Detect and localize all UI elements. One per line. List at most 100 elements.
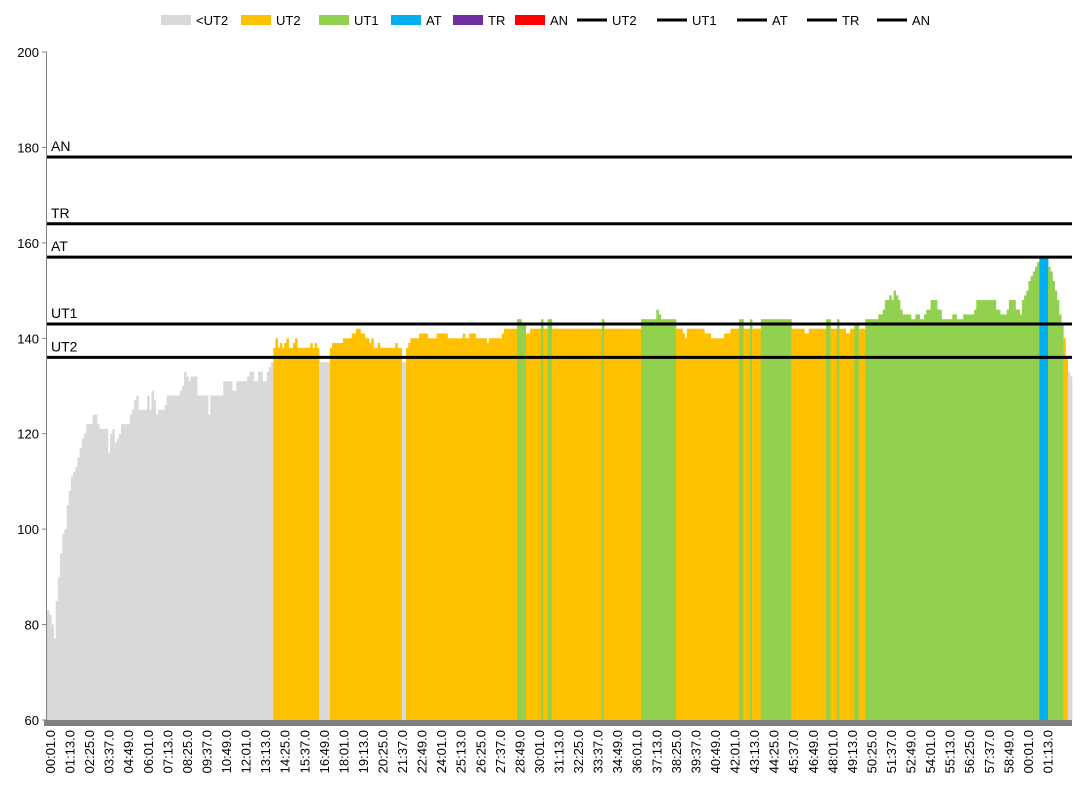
bar-342 xyxy=(791,328,794,720)
bar-331 xyxy=(767,319,770,720)
bar-465 xyxy=(1058,314,1062,720)
bar-416 xyxy=(952,314,955,720)
bar-452 xyxy=(1030,276,1034,720)
bar-184 xyxy=(447,338,450,720)
bar-420 xyxy=(961,319,964,720)
bar-403 xyxy=(924,314,927,720)
bar-107 xyxy=(279,343,283,720)
bar-325 xyxy=(754,328,757,720)
y-tick-label-160: 160 xyxy=(17,236,39,251)
bar-232 xyxy=(551,328,555,720)
bar-25 xyxy=(101,428,104,720)
bar-104 xyxy=(273,347,276,720)
bar-377 xyxy=(867,319,870,720)
bar-287 xyxy=(671,319,675,720)
bar-437 xyxy=(998,309,1001,720)
bar-366 xyxy=(843,328,847,720)
bar-214 xyxy=(512,328,516,720)
x-tick-label-35: 42:01.0 xyxy=(728,730,743,773)
bar-23 xyxy=(97,424,100,720)
bar-405 xyxy=(928,309,931,720)
bar-457 xyxy=(1041,257,1045,720)
x-tick-label-29: 34:49.0 xyxy=(610,730,625,773)
bar-72 xyxy=(203,395,207,720)
bar-129 xyxy=(327,362,331,720)
bar-259 xyxy=(610,328,614,720)
bar-200 xyxy=(482,338,485,720)
x-axis-line xyxy=(44,720,1072,726)
bar-361 xyxy=(832,328,836,720)
x-tick-label-33: 39:37.0 xyxy=(688,730,703,773)
bar-53 xyxy=(162,409,165,720)
bar-299 xyxy=(697,328,701,720)
bar-353 xyxy=(815,328,818,720)
x-tick-label-19: 22:49.0 xyxy=(415,730,430,773)
bar-229 xyxy=(545,328,548,720)
bar-250 xyxy=(591,328,594,720)
legend-swatch-0 xyxy=(161,15,191,25)
bar-30 xyxy=(112,428,115,720)
legend-label-10: AN xyxy=(912,13,930,28)
bar-225 xyxy=(536,328,540,720)
bar-9 xyxy=(66,505,70,720)
bar-34 xyxy=(120,424,124,720)
bar-315 xyxy=(732,328,736,720)
bar-11 xyxy=(70,476,74,720)
bar-159 xyxy=(393,347,396,720)
bar-296 xyxy=(691,328,694,720)
bar-17 xyxy=(84,433,87,720)
bar-65 xyxy=(188,381,191,720)
bar-145 xyxy=(362,333,366,720)
bar-109 xyxy=(284,343,287,720)
bar-135 xyxy=(340,343,344,720)
threshold-label-ut2: UT2 xyxy=(51,338,78,354)
bar-124 xyxy=(316,347,320,720)
x-tick-label-30: 36:01.0 xyxy=(630,730,645,773)
bar-187 xyxy=(453,338,457,720)
bar-64 xyxy=(186,376,189,720)
bar-142 xyxy=(356,328,359,720)
bar-424 xyxy=(969,314,973,720)
bar-355 xyxy=(819,328,823,720)
bar-121 xyxy=(310,343,313,720)
bar-400 xyxy=(917,314,921,720)
bar-15 xyxy=(79,448,83,720)
bar-284 xyxy=(665,319,668,720)
x-tick-label-49: 58:49.0 xyxy=(1001,730,1016,773)
bar-213 xyxy=(510,328,514,720)
bar-462 xyxy=(1052,281,1055,720)
bar-165 xyxy=(406,347,409,720)
bar-293 xyxy=(684,338,688,720)
bar-275 xyxy=(645,319,648,720)
bar-102 xyxy=(268,366,272,720)
bar-197 xyxy=(475,338,479,720)
bar-97 xyxy=(258,371,261,720)
bar-243 xyxy=(575,328,579,720)
bar-432 xyxy=(987,300,990,720)
bar-327 xyxy=(758,328,762,720)
bar-363 xyxy=(836,319,840,720)
bar-32 xyxy=(116,438,120,720)
legend-label-6: UT2 xyxy=(612,13,637,28)
bar-278 xyxy=(651,319,655,720)
x-tick-label-1: 01:13.0 xyxy=(63,730,78,773)
bar-233 xyxy=(554,328,557,720)
bar-395 xyxy=(906,314,910,720)
bar-63 xyxy=(184,371,187,720)
bar-256 xyxy=(604,328,607,720)
x-tick-label-9: 10:49.0 xyxy=(219,730,234,773)
bar-298 xyxy=(695,328,699,720)
bar-450 xyxy=(1026,290,1029,720)
bar-206 xyxy=(495,338,498,720)
bar-36 xyxy=(125,424,128,720)
bar-117 xyxy=(301,347,305,720)
bar-179 xyxy=(436,333,440,720)
legend-label-5: AN xyxy=(550,13,568,28)
bar-407 xyxy=(932,300,936,720)
bar-297 xyxy=(693,328,696,720)
bar-244 xyxy=(578,328,581,720)
bar-412 xyxy=(943,319,947,720)
bar-68 xyxy=(194,376,198,720)
bar-186 xyxy=(451,338,455,720)
bar-418 xyxy=(956,319,960,720)
